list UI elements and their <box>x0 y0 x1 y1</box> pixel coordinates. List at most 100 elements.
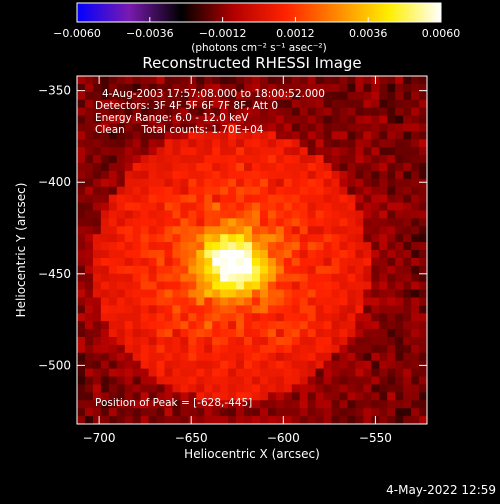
heatmap-cell <box>77 313 86 322</box>
heatmap-cell <box>371 123 380 132</box>
heatmap-cell <box>108 384 118 393</box>
heatmap-cell <box>196 202 205 212</box>
heatmap-cell <box>124 400 134 409</box>
heatmap-cell <box>77 400 86 409</box>
heatmap-cell <box>132 178 142 188</box>
heatmap-cell <box>220 305 229 314</box>
heatmap-cell <box>188 376 197 386</box>
heatmap-cell <box>403 360 412 370</box>
heatmap-cell <box>403 273 412 283</box>
heatmap-cell <box>172 131 182 140</box>
heatmap-cell <box>204 155 213 164</box>
heatmap-cell <box>323 321 333 330</box>
heatmap-cell <box>100 368 110 378</box>
heatmap-cell <box>267 76 277 85</box>
heatmap-cell <box>236 305 245 314</box>
heatmap-cell <box>347 194 357 204</box>
heatmap-cell <box>331 163 341 172</box>
heatmap-cell <box>291 107 301 117</box>
heatmap-cell <box>77 107 86 117</box>
heatmap-cell <box>259 321 269 330</box>
heatmap-cell <box>77 242 86 251</box>
heatmap-cell <box>220 170 229 180</box>
heatmap-cell <box>275 352 285 362</box>
heatmap-cell <box>371 242 380 251</box>
heatmap-cell <box>188 360 197 370</box>
heatmap-cell <box>307 281 317 291</box>
heatmap-cell <box>108 344 118 354</box>
heatmap-cell <box>419 123 427 132</box>
heatmap-cell <box>371 99 380 109</box>
heatmap-cell <box>371 155 380 164</box>
heatmap-cell <box>299 360 309 370</box>
heatmap-cell <box>355 194 364 204</box>
heatmap-cell <box>395 368 404 378</box>
heatmap-cell <box>259 115 269 125</box>
heatmap-cell <box>363 147 372 156</box>
x-tick-label: −650 <box>175 431 208 445</box>
heatmap-cell <box>236 155 245 164</box>
heatmap-cell <box>411 329 420 338</box>
heatmap-cell <box>379 99 388 109</box>
heatmap-cell <box>132 242 142 251</box>
heatmap-cell <box>108 329 118 338</box>
heatmap-cell <box>291 281 301 291</box>
heatmap-cell <box>172 384 182 393</box>
heatmap-cell <box>188 123 197 132</box>
heatmap-cell <box>220 226 229 235</box>
heatmap-cell <box>196 400 205 409</box>
heatmap-cell <box>283 147 293 156</box>
heatmap-cell <box>339 163 349 172</box>
heatmap-cell <box>315 107 325 117</box>
heatmap-cell <box>196 194 205 204</box>
heatmap-cell <box>283 99 293 109</box>
heatmap-cell <box>379 123 388 132</box>
heatmap-cell <box>148 368 158 378</box>
heatmap-cell <box>323 360 333 370</box>
heatmap-cell <box>108 202 118 212</box>
heatmap-cell <box>411 297 420 306</box>
heatmap-cell <box>77 376 86 386</box>
heatmap-cell <box>259 384 269 393</box>
heatmap-cell <box>188 218 197 227</box>
heatmap-cell <box>355 384 364 393</box>
heatmap-cell <box>77 289 86 299</box>
heatmap-cell <box>371 83 380 93</box>
y-axis: −350−400−450−500 <box>38 84 427 372</box>
heatmap-cell <box>252 107 261 117</box>
heatmap-cell <box>132 305 142 314</box>
heatmap-cell <box>156 313 166 322</box>
heatmap-cell <box>363 337 372 346</box>
heatmap-cell <box>291 384 301 393</box>
heatmap-cell <box>299 139 309 148</box>
heatmap-cell <box>84 163 94 172</box>
heatmap-cell <box>395 305 404 314</box>
heatmap-cell <box>124 305 134 314</box>
heatmap-cell <box>267 178 277 188</box>
heatmap-cell <box>371 107 380 117</box>
heatmap-cell <box>84 155 94 164</box>
heatmap-cell <box>188 313 197 322</box>
heatmap-cell <box>180 337 189 346</box>
heatmap-cell <box>347 400 357 409</box>
heatmap-cell <box>100 297 110 306</box>
heatmap-cell <box>371 313 380 322</box>
heatmap-cell <box>355 250 364 259</box>
heatmap-cell <box>164 416 174 424</box>
heatmap-cell <box>140 91 150 101</box>
annotation-clean: Clean Total counts: 1.70E+04 <box>95 124 264 136</box>
heatmap-cell <box>259 257 269 267</box>
heatmap-cell <box>411 360 420 370</box>
heatmap-cell <box>92 265 102 275</box>
heatmap-cell <box>379 186 388 196</box>
heatmap-cell <box>124 376 134 386</box>
heatmap-cell <box>172 250 182 259</box>
heatmap-cell <box>419 329 427 338</box>
heatmap-cell <box>108 178 118 188</box>
heatmap-cell <box>204 226 213 235</box>
heatmap-cell <box>339 99 349 109</box>
heatmap-cell <box>395 392 404 401</box>
heatmap-cell <box>84 265 94 275</box>
heatmap-cell <box>379 265 388 275</box>
heatmap-cell <box>212 305 221 314</box>
